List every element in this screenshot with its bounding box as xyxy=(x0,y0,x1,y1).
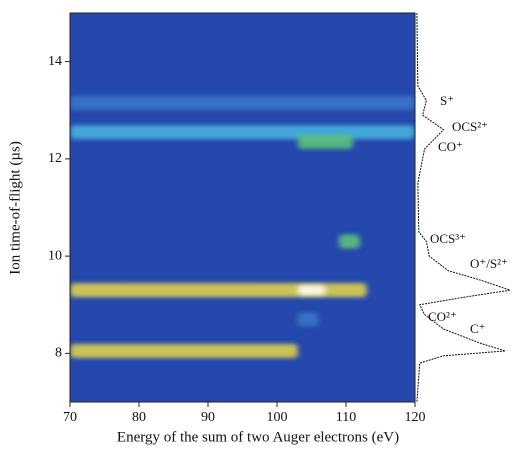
x-tick-label: 120 xyxy=(405,410,426,425)
heat-band xyxy=(70,343,298,358)
peak-label: OCS²⁺ xyxy=(452,119,488,134)
x-tick-label: 90 xyxy=(201,410,215,425)
heat-band xyxy=(70,283,367,298)
y-tick-label: 8 xyxy=(55,346,62,361)
heat-band xyxy=(297,312,319,327)
y-tick-label: 10 xyxy=(48,248,62,263)
heat-layer xyxy=(70,95,415,358)
x-tick-label: 100 xyxy=(267,410,288,425)
peak-label: S⁺ xyxy=(440,93,454,108)
y-tick-label: 14 xyxy=(48,54,62,69)
tof-spectrum xyxy=(416,12,511,403)
peak-label: CO²⁺ xyxy=(428,309,457,324)
y-axis-label: Ion time-of-flight (µs) xyxy=(7,141,23,275)
heat-band xyxy=(297,134,353,149)
peak-label: C⁺ xyxy=(470,321,486,336)
heat-band xyxy=(70,125,415,140)
x-tick-label: 110 xyxy=(336,410,356,425)
heat-band xyxy=(339,234,360,249)
peak-label: O⁺/S²⁺ xyxy=(470,256,508,271)
x-tick-label: 80 xyxy=(132,410,146,425)
peak-label: CO⁺ xyxy=(438,139,463,154)
heat-band xyxy=(297,285,326,296)
heat-band xyxy=(70,95,415,110)
plot-background xyxy=(70,13,415,402)
peak-label: OCS³⁺ xyxy=(430,231,466,246)
y-tick-label: 12 xyxy=(48,151,62,166)
plot-frame xyxy=(69,12,416,403)
x-tick-label: 70 xyxy=(63,410,77,425)
x-axis-label: Energy of the sum of two Auger electrons… xyxy=(117,429,399,445)
